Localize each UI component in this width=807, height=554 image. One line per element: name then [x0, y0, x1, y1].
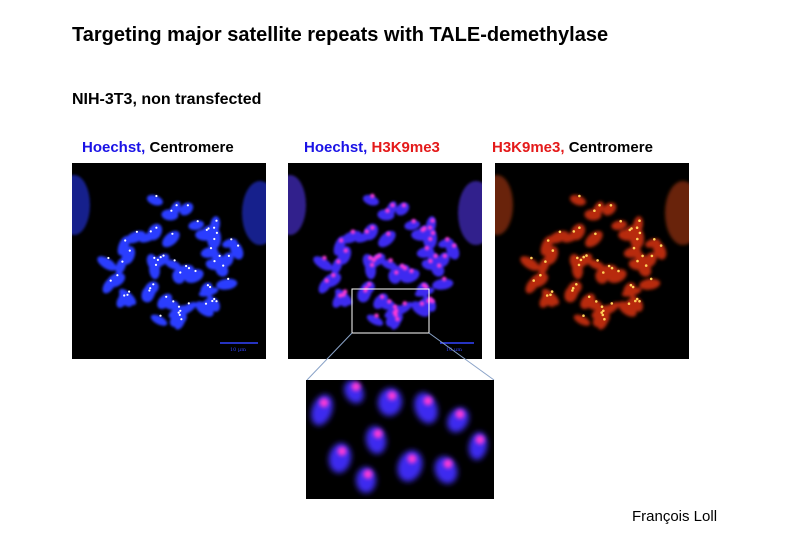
scale-bar-label: 10 µm: [230, 347, 246, 353]
caption-part-h3k9me3: H3K9me3: [371, 139, 440, 156]
caption-part-h3k9me3: H3K9me3,: [492, 139, 569, 156]
micrograph-hoechst-centromere: 10 µm: [72, 163, 266, 359]
micrograph-image: [495, 175, 689, 330]
caption-part-hoechst: Hoechst,: [82, 139, 150, 156]
zoom-inset-image: [311, 380, 488, 493]
zoom-inset: [306, 380, 494, 499]
micrograph-image: 10 µm: [72, 175, 266, 353]
author-credit: François Loll: [632, 508, 718, 525]
caption-part-hoechst: Hoechst,: [304, 139, 372, 156]
caption-h3k9me3-centromere: H3K9me3, Centromere: [492, 139, 653, 156]
caption-part-centromere: Centromere: [568, 139, 653, 156]
caption-hoechst-h3k9me3: Hoechst, H3K9me3: [304, 139, 440, 156]
caption-part-centromere: Centromere: [149, 139, 234, 156]
slide-subtitle: NIH-3T3, non transfected: [72, 91, 262, 108]
slide-title: Targeting major satellite repeats with T…: [72, 24, 609, 46]
zoom-region-box: [351, 288, 430, 334]
micrograph-h3k9me3-centromere: [495, 163, 689, 359]
scale-bar-label: 10 µm: [446, 347, 462, 353]
caption-hoechst-centromere: Hoechst, Centromere: [82, 139, 234, 156]
micrograph-image: 10 µm: [288, 175, 482, 353]
micrograph-hoechst-h3k9me3: 10 µm: [288, 163, 482, 359]
